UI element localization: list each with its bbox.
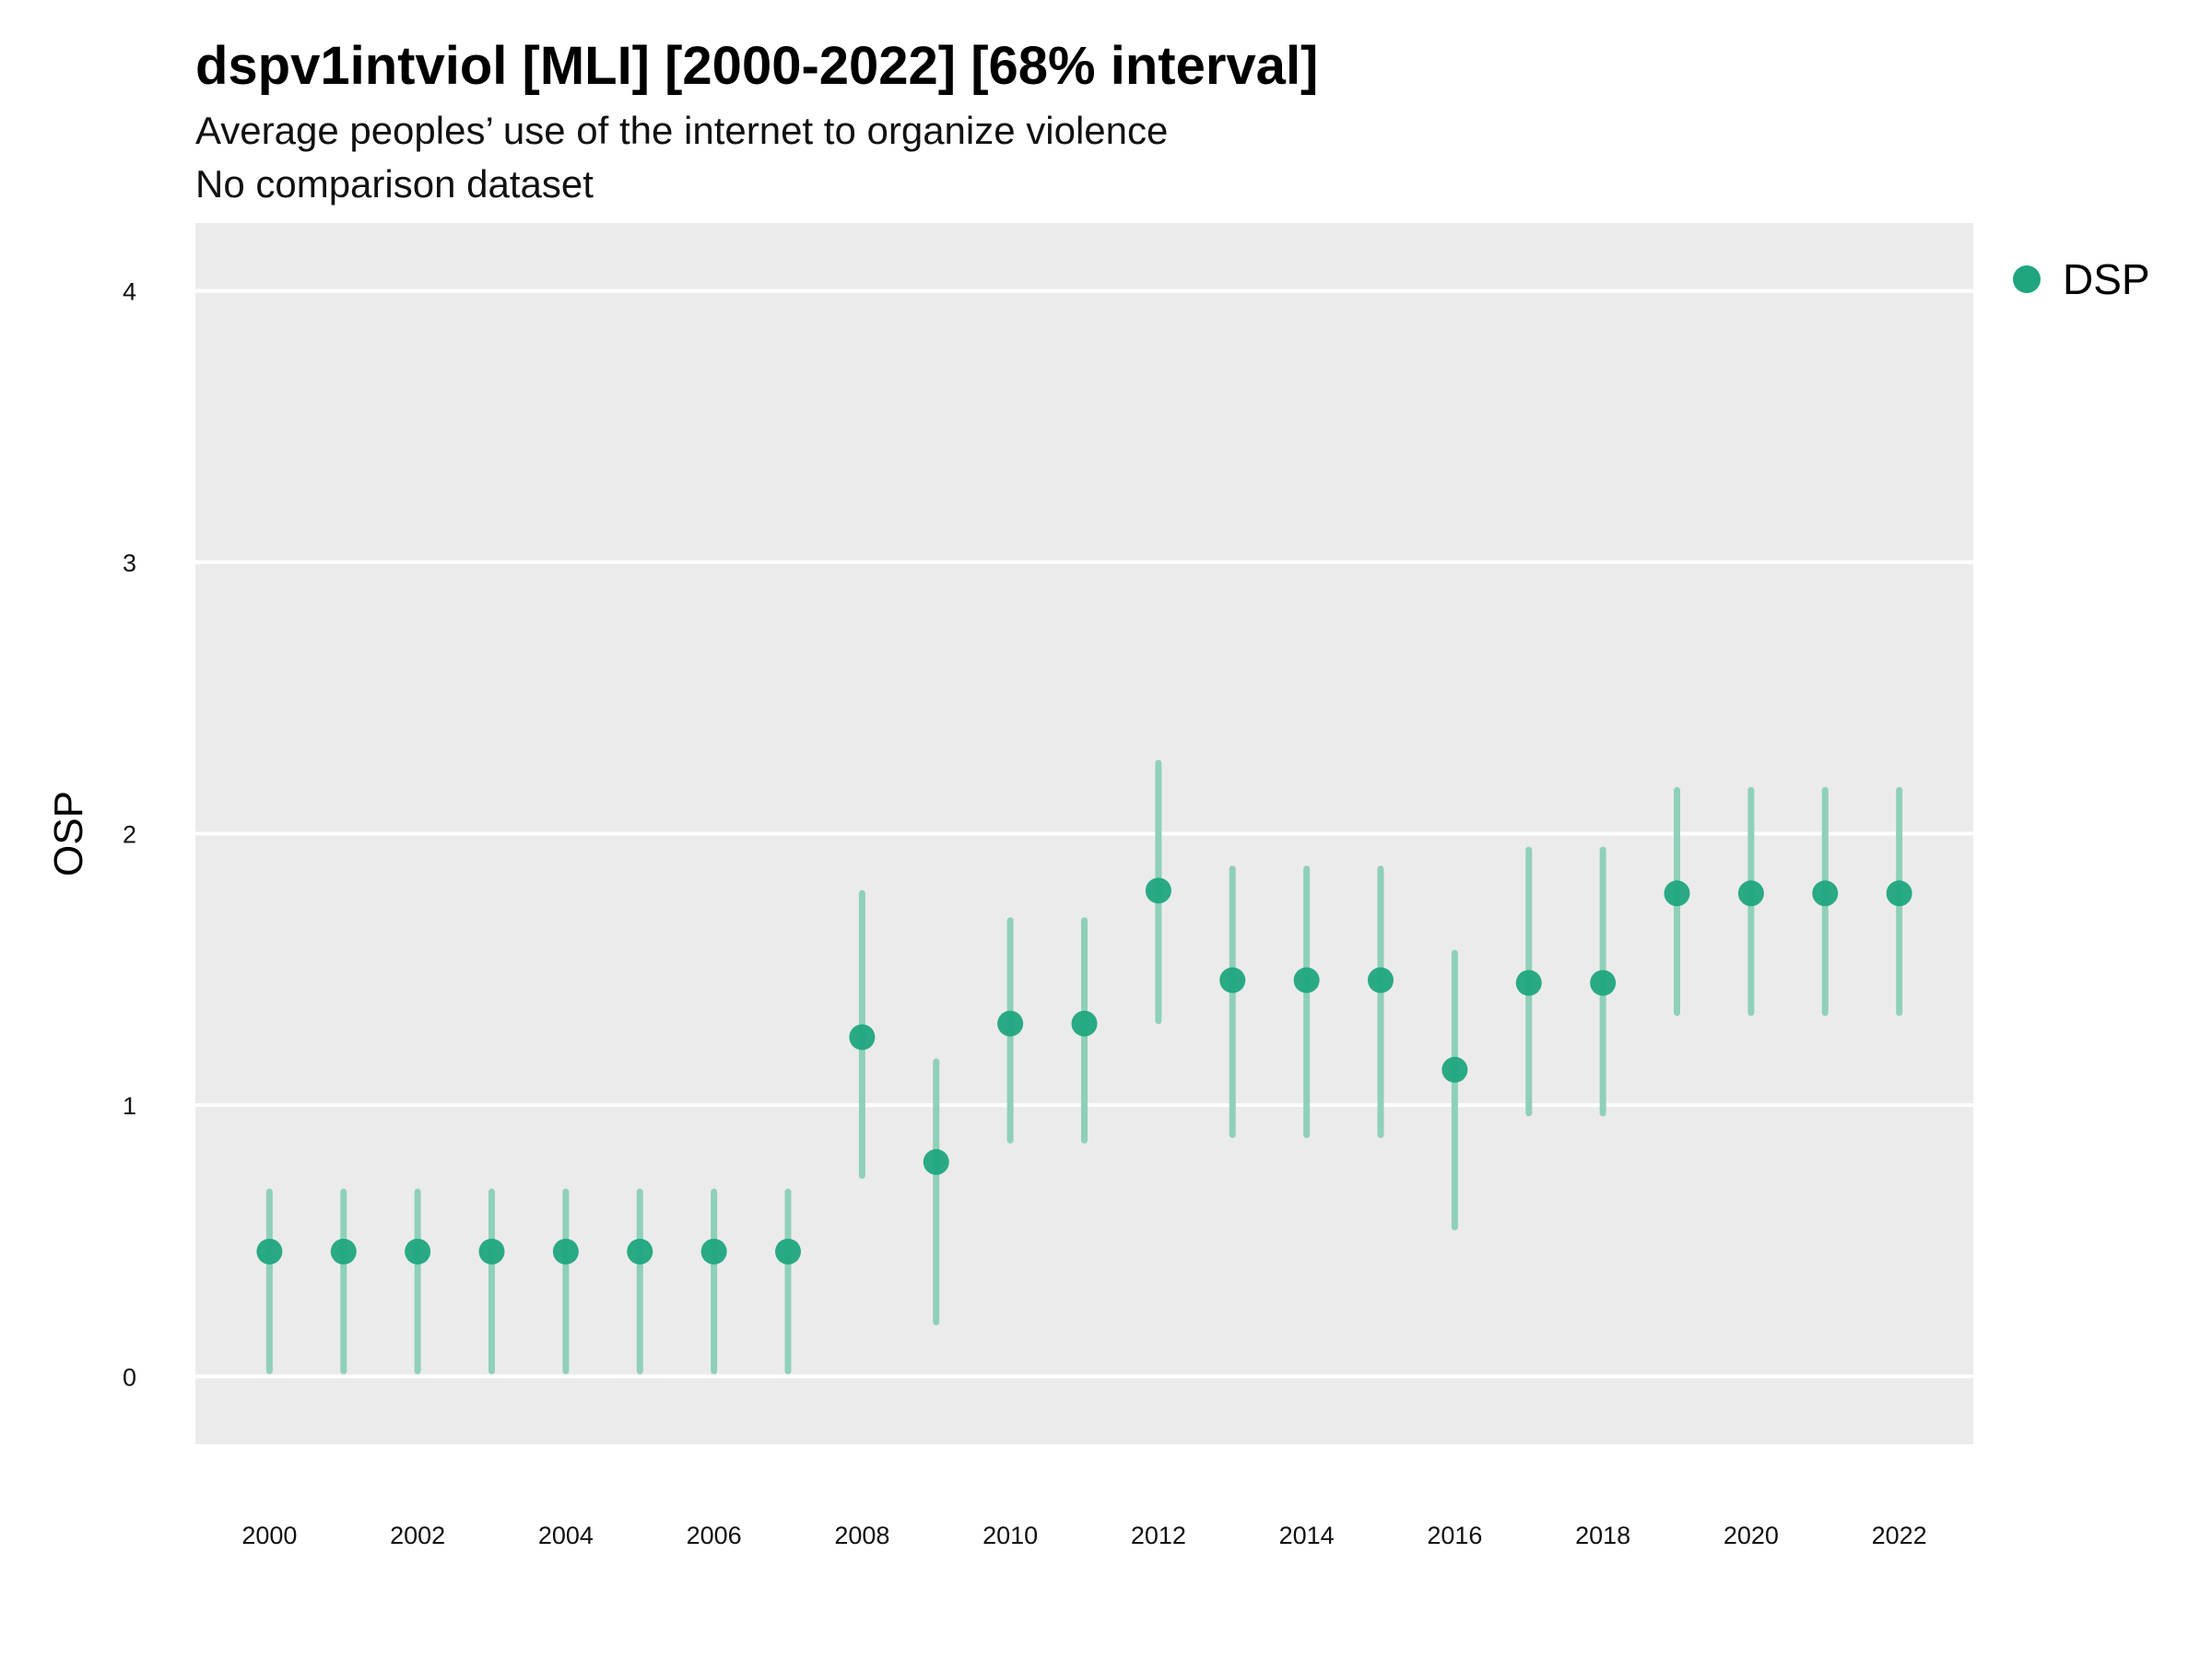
chart-caption: No comparison dataset <box>195 162 594 206</box>
y-tick-label: 4 <box>123 278 136 306</box>
data-point <box>700 1238 727 1265</box>
x-tick-label: 2018 <box>1575 1522 1630 1549</box>
data-point <box>1145 877 1171 904</box>
x-tick-label: 2000 <box>241 1522 297 1549</box>
data-point <box>1886 880 1912 907</box>
chart-title: dspv1intviol [MLI] [2000-2022] [68% inte… <box>195 36 1319 96</box>
y-tick-label: 0 <box>123 1363 136 1391</box>
data-point <box>552 1238 579 1265</box>
x-tick-label: 2014 <box>1279 1522 1335 1549</box>
data-point <box>775 1238 801 1265</box>
data-point <box>1737 880 1764 907</box>
x-axis-ticks: 2000 2002 2004 2006 2008 2010 2012 2014 2016 2018… <box>241 1522 1926 1549</box>
x-tick-label: 2002 <box>390 1522 445 1549</box>
data-point <box>478 1238 505 1265</box>
data-point <box>923 1148 949 1175</box>
y-axis-title: OSP <box>46 791 91 877</box>
data-point <box>627 1238 653 1265</box>
data-point <box>1071 1010 1098 1037</box>
chart-subtitle: Average peoples’ use of the internet to … <box>195 109 1169 152</box>
data-point <box>330 1238 357 1265</box>
y-tick-label: 2 <box>123 821 136 849</box>
legend-key-dsp <box>2013 265 2041 293</box>
data-point <box>1293 967 1320 994</box>
interval-bars <box>265 759 1903 1374</box>
data-point <box>256 1238 283 1265</box>
x-tick-label: 2010 <box>982 1522 1038 1549</box>
x-tick-label: 2006 <box>687 1522 742 1549</box>
data-point <box>1812 880 1839 907</box>
data-point <box>1441 1056 1468 1083</box>
x-tick-label: 2008 <box>834 1522 889 1549</box>
data-point <box>1368 967 1394 994</box>
data-point <box>1590 970 1617 996</box>
legend: DSP <box>2013 255 2150 303</box>
x-tick-label: 2016 <box>1427 1522 1482 1549</box>
x-tick-label: 2004 <box>538 1522 594 1549</box>
data-point <box>849 1024 876 1051</box>
data-point <box>1219 967 1246 994</box>
x-tick-label: 2012 <box>1131 1522 1186 1549</box>
data-points <box>256 877 1912 1265</box>
x-tick-label: 2020 <box>1724 1522 1779 1549</box>
y-tick-label: 3 <box>123 549 136 577</box>
data-point <box>1664 880 1690 907</box>
x-tick-label: 2022 <box>1872 1522 1927 1549</box>
y-axis-ticks: 0 1 2 3 4 <box>123 278 136 1392</box>
legend-label-dsp: DSP <box>2063 255 2150 303</box>
data-point <box>405 1238 431 1265</box>
y-tick-label: 1 <box>123 1092 136 1120</box>
data-point <box>997 1010 1024 1037</box>
data-point <box>1515 970 1542 996</box>
